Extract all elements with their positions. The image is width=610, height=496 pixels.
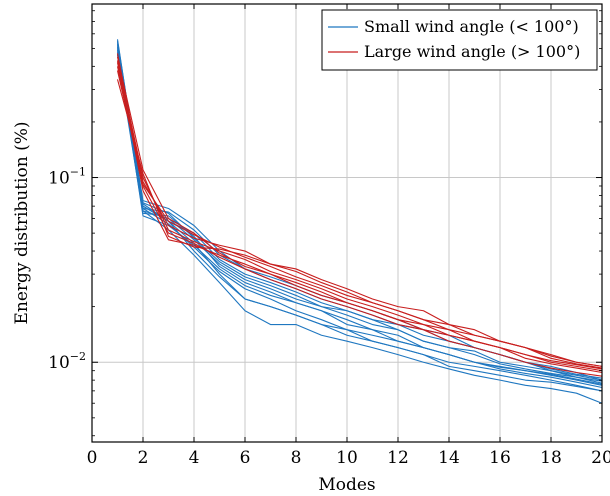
axis-ticks <box>91 4 603 442</box>
x-tick-label: 18 <box>540 448 562 468</box>
series-line-small-wind <box>116 40 603 382</box>
x-tick-label: 10 <box>336 448 358 468</box>
series-line-small-wind <box>116 51 603 392</box>
y-tick-label: 10−2 <box>48 350 86 373</box>
legend-label-large-wind: Large wind angle (> 100°) <box>364 42 580 61</box>
legend: Small wind angle (< 100°) Large wind ang… <box>321 9 598 71</box>
series-line-large-wind <box>116 60 603 370</box>
series-line-large-wind <box>116 62 603 374</box>
y-axis-title: Energy distribution (%) <box>12 122 32 325</box>
x-tick-label: 12 <box>387 448 409 468</box>
series-line-large-wind <box>116 70 603 367</box>
x-tick-label: 16 <box>489 448 511 468</box>
x-tick-label: 2 <box>138 448 149 468</box>
series-line-small-wind <box>116 46 603 392</box>
grid-lines <box>92 4 602 442</box>
y-tick-label: 10−1 <box>48 166 86 189</box>
series-line-small-wind <box>116 49 603 404</box>
y-tick-labels: 10−1 10−2 <box>48 166 86 374</box>
x-axis-title: Modes <box>318 475 375 495</box>
series-line-small-wind <box>116 53 603 385</box>
x-tick-label: 14 <box>438 448 460 468</box>
x-tick-labels: 0 2 4 6 8 10 12 14 16 18 20 <box>87 448 610 468</box>
legend-label-small-wind: Small wind angle (< 100°) <box>364 17 579 36</box>
x-tick-label: 20 <box>591 448 610 468</box>
series-lines <box>116 39 603 404</box>
x-tick-label: 0 <box>87 448 98 468</box>
legend-box <box>321 9 598 71</box>
series-line-large-wind <box>116 53 603 377</box>
x-tick-label: 6 <box>240 448 251 468</box>
x-tick-label: 8 <box>291 448 302 468</box>
x-tick-label: 4 <box>189 448 200 468</box>
series-line-small-wind <box>116 45 603 384</box>
